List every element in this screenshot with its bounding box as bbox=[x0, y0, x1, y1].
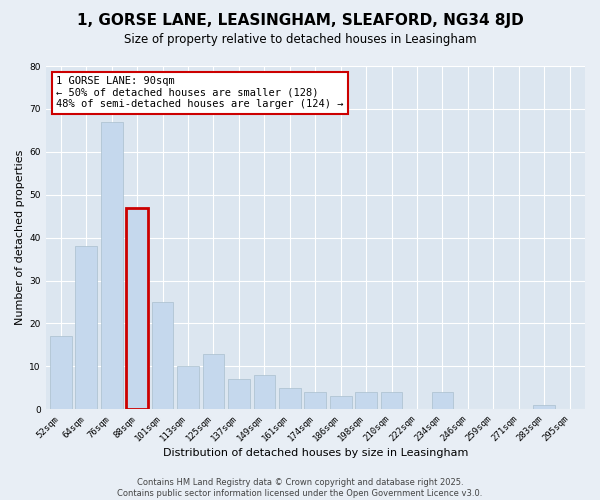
Bar bbox=[355, 392, 377, 409]
Bar bbox=[533, 405, 555, 409]
Bar bbox=[304, 392, 326, 409]
Bar bbox=[330, 396, 352, 409]
Bar bbox=[228, 380, 250, 410]
Bar bbox=[101, 122, 122, 410]
Bar bbox=[254, 375, 275, 410]
Bar bbox=[152, 302, 173, 410]
Bar bbox=[381, 392, 403, 409]
Text: 1 GORSE LANE: 90sqm
← 50% of detached houses are smaller (128)
48% of semi-detac: 1 GORSE LANE: 90sqm ← 50% of detached ho… bbox=[56, 76, 344, 110]
Text: 1, GORSE LANE, LEASINGHAM, SLEAFORD, NG34 8JD: 1, GORSE LANE, LEASINGHAM, SLEAFORD, NG3… bbox=[77, 12, 523, 28]
Y-axis label: Number of detached properties: Number of detached properties bbox=[15, 150, 25, 326]
Text: Contains HM Land Registry data © Crown copyright and database right 2025.
Contai: Contains HM Land Registry data © Crown c… bbox=[118, 478, 482, 498]
Bar bbox=[177, 366, 199, 410]
X-axis label: Distribution of detached houses by size in Leasingham: Distribution of detached houses by size … bbox=[163, 448, 468, 458]
Bar bbox=[127, 208, 148, 410]
Bar bbox=[50, 336, 71, 409]
Bar bbox=[203, 354, 224, 410]
Text: Size of property relative to detached houses in Leasingham: Size of property relative to detached ho… bbox=[124, 32, 476, 46]
Bar bbox=[76, 246, 97, 410]
Bar bbox=[431, 392, 454, 409]
Bar bbox=[279, 388, 301, 409]
